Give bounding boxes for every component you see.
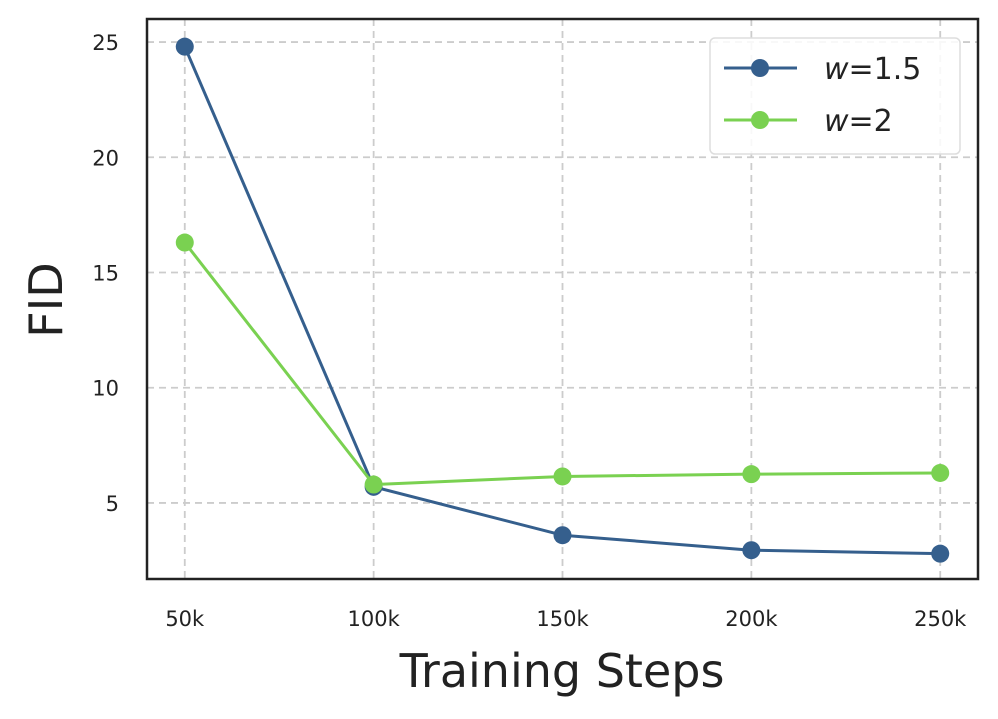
- x-tick-label: 100k: [348, 607, 401, 631]
- legend-entry: w=1.5: [724, 52, 921, 87]
- legend-label-variable: w: [824, 52, 849, 87]
- legend-label-variable: w: [824, 104, 849, 139]
- x-tick-label: 50k: [165, 607, 205, 631]
- legend-label: w=1.5: [824, 52, 921, 87]
- data-point: [742, 541, 761, 560]
- data-point: [931, 463, 950, 482]
- series-1: [175, 233, 950, 494]
- y-axis-label: FID: [19, 262, 73, 337]
- legend-label: w=2: [824, 104, 893, 139]
- grid: [147, 19, 978, 579]
- y-tick-label: 15: [92, 261, 119, 285]
- data-point: [175, 233, 194, 252]
- legend-label-value: =2: [849, 104, 893, 139]
- y-tick-labels: 5 10 15 20 25: [92, 31, 119, 516]
- x-tick-label: 200k: [725, 607, 778, 631]
- legend-label-value: =1.5: [849, 52, 922, 87]
- x-tick-label: 150k: [536, 607, 589, 631]
- data-point: [553, 526, 572, 545]
- data-point: [742, 465, 761, 484]
- x-axis-label: Training Steps: [399, 644, 725, 698]
- data-point: [364, 475, 383, 494]
- data-point: [931, 544, 950, 563]
- data-point: [175, 37, 194, 56]
- plot-frame: [145, 17, 980, 581]
- data-point: [553, 467, 572, 486]
- x-tick-labels: 50k 100k 150k 200k 250k: [165, 607, 967, 631]
- legend-marker: [751, 111, 769, 129]
- legend-entry: w=2: [724, 104, 893, 139]
- y-tick-label: 25: [92, 31, 119, 55]
- series-line: [183, 241, 941, 487]
- y-tick-label: 10: [92, 377, 119, 401]
- series-lines: [175, 37, 950, 563]
- y-tick-label: 20: [92, 146, 119, 170]
- legend-marker: [751, 59, 769, 77]
- series-0: [175, 37, 950, 563]
- x-tick-label: 250k: [914, 607, 967, 631]
- y-tick-label: 5: [106, 492, 119, 516]
- legend: w=1.5w=2: [709, 37, 961, 155]
